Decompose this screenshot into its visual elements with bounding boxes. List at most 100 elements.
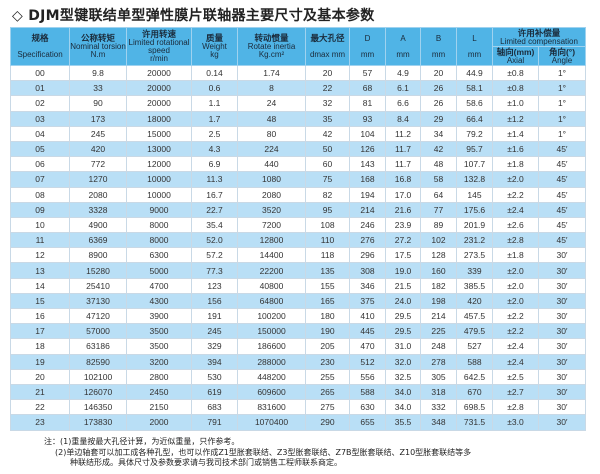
table-cell: 01 bbox=[10, 80, 70, 97]
table-row: 06 772 12000 6.9 440 60 143 11.7 48 107.7 ±1.8 45′ bbox=[10, 156, 587, 173]
table-cell: 45′ bbox=[537, 140, 587, 158]
table-cell: 273.5 bbox=[456, 247, 493, 264]
table-cell: 8900 bbox=[69, 247, 127, 264]
table-cell: 21.5 bbox=[385, 277, 421, 294]
table-cell: 47120 bbox=[69, 307, 127, 325]
table-cell: 275 bbox=[305, 399, 350, 416]
table-cell: 22 bbox=[305, 80, 350, 97]
table-cell: 11.7 bbox=[385, 140, 421, 158]
table-cell: ±1.8 bbox=[492, 156, 539, 173]
table-cell: ±2.4 bbox=[492, 338, 539, 355]
table-cell: 107.7 bbox=[456, 156, 493, 173]
note-2-cont: 种联结形成。具体尺寸及参数要求请与我司技术部门或销售工程师联系商定。 bbox=[70, 458, 342, 467]
table-cell: 34.0 bbox=[385, 399, 421, 416]
table-cell: 24.0 bbox=[385, 292, 421, 310]
table-cell: 50 bbox=[305, 140, 350, 158]
table-cell: 4900 bbox=[69, 216, 127, 234]
table-cell: 440 bbox=[237, 156, 306, 173]
table-cell: 296 bbox=[349, 247, 386, 264]
table-cell: 57000 bbox=[69, 323, 127, 340]
table-cell: 12800 bbox=[237, 232, 306, 249]
table-cell: 375 bbox=[349, 292, 386, 310]
table-cell: 25410 bbox=[69, 277, 127, 294]
table-row: 13 15280 5000 77.3 22200 135 308 19.0 160 339 ±2.0… bbox=[10, 262, 587, 279]
table-cell: 31.0 bbox=[385, 338, 421, 355]
table-row: 11 6369 8000 52.0 12800 110 276 27.2 102 231.2 ±2.… bbox=[10, 232, 587, 249]
table-cell: 128 bbox=[420, 247, 457, 264]
table-cell: 30′ bbox=[537, 368, 587, 385]
table-cell: 6.1 bbox=[385, 80, 421, 97]
header-bore: 最大孔径 dmax mm bbox=[305, 27, 350, 66]
table-cell: 512 bbox=[349, 353, 386, 370]
table-cell: 231.2 bbox=[456, 232, 493, 249]
table-cell: 8 bbox=[237, 80, 306, 97]
table-cell: 12000 bbox=[126, 156, 192, 173]
table-cell: 225 bbox=[420, 323, 457, 340]
table-cell: 23.9 bbox=[385, 216, 421, 234]
table-cell: 42 bbox=[305, 125, 350, 142]
header-spec: 规格 Specification bbox=[10, 27, 70, 66]
table-cell: 45′ bbox=[537, 216, 587, 234]
table-cell: 22 bbox=[10, 399, 70, 416]
table-cell: 23 bbox=[10, 414, 70, 431]
table-cell: 10000 bbox=[126, 186, 192, 203]
table-cell: 1° bbox=[537, 95, 587, 112]
table-cell: 108 bbox=[305, 216, 350, 234]
table-cell: 118 bbox=[305, 247, 350, 264]
table-row: 17 57000 3500 245 150000 190 445 29.5 225 479.5 ±2… bbox=[10, 323, 587, 340]
table-cell: 12 bbox=[10, 247, 70, 264]
table-cell: 24 bbox=[237, 95, 306, 112]
table-cell: 80 bbox=[237, 125, 306, 142]
table-cell: 731.5 bbox=[456, 414, 493, 431]
table-cell: 110 bbox=[305, 232, 350, 249]
table-cell: 0.14 bbox=[191, 64, 238, 82]
table-cell: 3328 bbox=[69, 201, 127, 218]
table-cell: 155 bbox=[305, 277, 350, 294]
table-cell: 00 bbox=[10, 64, 70, 82]
table-row: 10 4900 8000 35.4 7200 108 246 23.9 89 201.9 ±2.6 4… bbox=[10, 216, 587, 234]
table-row: 12 8900 6300 57.2 14400 118 296 17.5 128 273.5 ±1.… bbox=[10, 247, 587, 264]
table-cell: 194 bbox=[349, 186, 386, 203]
table-cell: 32.5 bbox=[385, 368, 421, 385]
table-cell: 102100 bbox=[69, 368, 127, 385]
table-cell: 09 bbox=[10, 201, 70, 218]
table-cell: 17.0 bbox=[385, 186, 421, 203]
table-cell: 265 bbox=[305, 383, 350, 401]
table-cell: 339 bbox=[456, 262, 493, 279]
table-cell: 30′ bbox=[537, 383, 587, 401]
table-row: 21 126070 2450 619 609600 265 588 34.0 318 670 ±2.… bbox=[10, 383, 587, 401]
table-cell: 246 bbox=[349, 216, 386, 234]
table-cell: 06 bbox=[10, 156, 70, 173]
table-cell: 198 bbox=[420, 292, 457, 310]
table-cell: ±2.0 bbox=[492, 262, 539, 279]
table-cell: 7200 bbox=[237, 216, 306, 234]
table-cell: 90 bbox=[69, 95, 127, 112]
table-cell: 30′ bbox=[537, 262, 587, 279]
table-cell: 77.3 bbox=[191, 262, 238, 279]
table-cell: 1° bbox=[537, 80, 587, 97]
table-cell: 1.1 bbox=[191, 95, 238, 112]
table-row: 01 33 20000 0.6 8 22 68 6.1 26 58.1 ±0.8 1° bbox=[10, 80, 587, 97]
table-cell: 42 bbox=[420, 140, 457, 158]
table-cell: ±1.0 bbox=[492, 95, 539, 112]
table-cell: 145 bbox=[456, 186, 493, 203]
table-cell: 95.7 bbox=[456, 140, 493, 158]
table-row: 09 3328 9000 22.7 3520 95 214 21.6 77 175.6 ±2.4 45… bbox=[10, 201, 587, 218]
table-row: 14 25410 4700 123 40800 155 346 21.5 182 385.5 ±2.… bbox=[10, 277, 587, 294]
table-cell: 9.8 bbox=[69, 64, 127, 82]
table-cell: 07 bbox=[10, 171, 70, 188]
parameter-table: 规格 Specification 公称转矩 Nominal torsion N.m 许… bbox=[10, 27, 587, 431]
table-cell: 180 bbox=[305, 307, 350, 325]
header-angle: 角向(°) Angle bbox=[537, 46, 587, 66]
table-cell: 191 bbox=[191, 307, 238, 325]
table-cell: ±2.8 bbox=[492, 399, 539, 416]
table-cell: ±2.0 bbox=[492, 171, 539, 188]
table-cell: 02 bbox=[10, 95, 70, 112]
header-weight: 质量 Weight kg bbox=[191, 27, 238, 66]
table-cell: 6.6 bbox=[385, 95, 421, 112]
table-cell: 3200 bbox=[126, 353, 192, 370]
table-cell: 831600 bbox=[237, 399, 306, 416]
table-row: 15 37130 4300 156 64800 165 375 24.0 198 420 ±2.0 3… bbox=[10, 292, 587, 310]
table-row: 23 173830 2000 791 1070400 290 655 35.5 348 731.5… bbox=[10, 414, 587, 431]
table-cell: 34 bbox=[420, 125, 457, 142]
